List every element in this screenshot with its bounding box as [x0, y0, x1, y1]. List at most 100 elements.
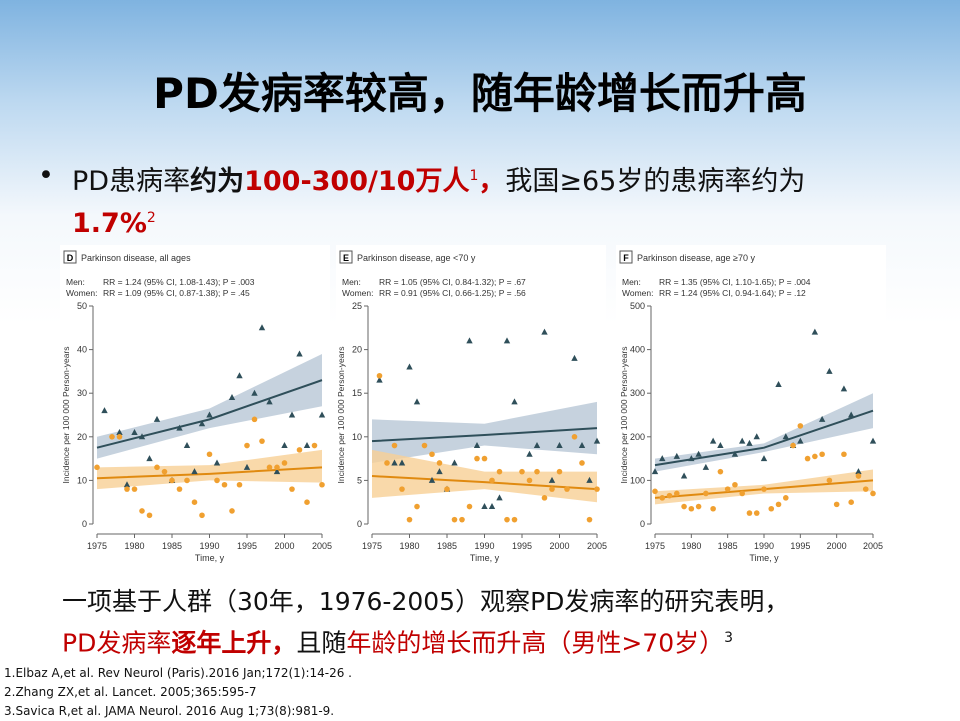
x-axis-label: Time, y	[470, 553, 500, 563]
point	[782, 433, 789, 440]
panel-label: D	[67, 253, 74, 263]
point	[481, 455, 488, 462]
y-axis-label: Incidence per 100 000 Person-years	[336, 346, 346, 483]
panel-label: F	[623, 253, 629, 263]
point	[739, 490, 745, 497]
x-tick-label: 1985	[437, 541, 457, 551]
ci-band	[372, 401, 597, 463]
point	[259, 438, 265, 444]
point	[659, 495, 666, 501]
point	[731, 450, 739, 457]
point	[319, 481, 325, 488]
text: 我国≥65岁的患病率约为	[505, 166, 806, 197]
point	[176, 424, 183, 431]
y-tick-label: 30	[77, 388, 87, 398]
point	[116, 434, 123, 440]
point	[571, 354, 578, 361]
point	[746, 510, 753, 516]
point	[811, 328, 819, 335]
point	[556, 468, 563, 475]
point	[870, 490, 876, 497]
point	[236, 481, 243, 488]
point	[511, 516, 518, 523]
point	[783, 495, 789, 501]
point	[244, 442, 250, 449]
annotation: RR = 1.05 (95% CI, 0.84-1.32); P = .67	[379, 277, 526, 287]
point	[229, 508, 235, 514]
x-tick-label: 2000	[274, 541, 294, 551]
point	[659, 455, 666, 462]
point	[384, 460, 390, 466]
point	[251, 416, 258, 423]
point	[191, 468, 198, 475]
x-tick-label: 2000	[827, 541, 847, 551]
point	[533, 442, 541, 449]
point	[586, 476, 593, 483]
point	[695, 450, 702, 457]
point	[274, 464, 280, 471]
y-tick-label: 25	[352, 301, 362, 311]
point	[376, 376, 383, 383]
annotation: Women:	[622, 288, 654, 298]
point	[578, 442, 586, 449]
point	[488, 503, 496, 510]
x-axis-label: Time, y	[195, 553, 225, 563]
point	[398, 459, 406, 466]
point	[184, 477, 190, 484]
annotation: RR = 1.35 (95% CI, 1.10-1.65); P = .004	[659, 277, 811, 287]
chart-title: Parkinson disease, age <70 y	[357, 253, 476, 263]
fit-line	[96, 466, 323, 480]
point	[296, 447, 303, 453]
point	[444, 486, 450, 492]
x-axis-label: Time, y	[749, 553, 779, 563]
y-tick-label: 20	[77, 432, 87, 442]
point	[710, 505, 716, 512]
point	[318, 411, 326, 418]
citation: 2	[146, 210, 156, 226]
point	[131, 486, 138, 492]
point	[228, 394, 236, 401]
point	[666, 492, 673, 499]
point	[826, 477, 833, 484]
y-tick-label: 500	[630, 301, 645, 311]
point	[496, 468, 503, 475]
point	[303, 442, 311, 449]
point	[848, 499, 854, 506]
point	[146, 512, 153, 519]
text: ，	[478, 166, 506, 197]
point	[586, 516, 593, 523]
point	[571, 434, 578, 440]
reference: 3.Savica R,et al. JAMA Neurol. 2016 Aug …	[4, 704, 335, 718]
chart: F Parkinson disease, age ≥70 y Men: RR = 1.…	[616, 245, 886, 570]
point	[266, 398, 273, 405]
point	[840, 385, 848, 392]
point	[855, 468, 862, 475]
reference: 2.Zhang ZX,et al. Lancet. 2005;365:595-7	[4, 685, 257, 699]
point	[206, 451, 213, 458]
point	[826, 367, 833, 374]
point	[288, 411, 296, 418]
point	[436, 460, 443, 466]
fit-line	[96, 379, 323, 449]
annotation: RR = 1.24 (95% CI, 1.08-1.43); P = .003	[103, 277, 255, 287]
point	[304, 499, 310, 506]
point	[251, 389, 258, 396]
x-tick-label: 1975	[645, 541, 665, 551]
point	[289, 486, 295, 492]
point	[855, 473, 862, 479]
point	[198, 420, 206, 427]
point	[199, 512, 205, 519]
point	[414, 503, 420, 510]
x-tick-label: 1990	[754, 541, 774, 551]
references: 1.Elbaz A,et al. Rev Neurol (Paris).2016…	[4, 664, 352, 721]
point	[451, 459, 458, 466]
point	[673, 452, 680, 459]
ci-band	[372, 449, 597, 503]
panel-label: E	[343, 253, 349, 263]
point	[534, 468, 540, 475]
point	[680, 472, 688, 479]
text: 1.7%	[72, 208, 147, 239]
point	[717, 442, 724, 449]
annotation: RR = 1.24 (95% CI, 0.94-1.64); P = .12	[659, 288, 806, 298]
y-tick-label: 0	[357, 519, 362, 529]
